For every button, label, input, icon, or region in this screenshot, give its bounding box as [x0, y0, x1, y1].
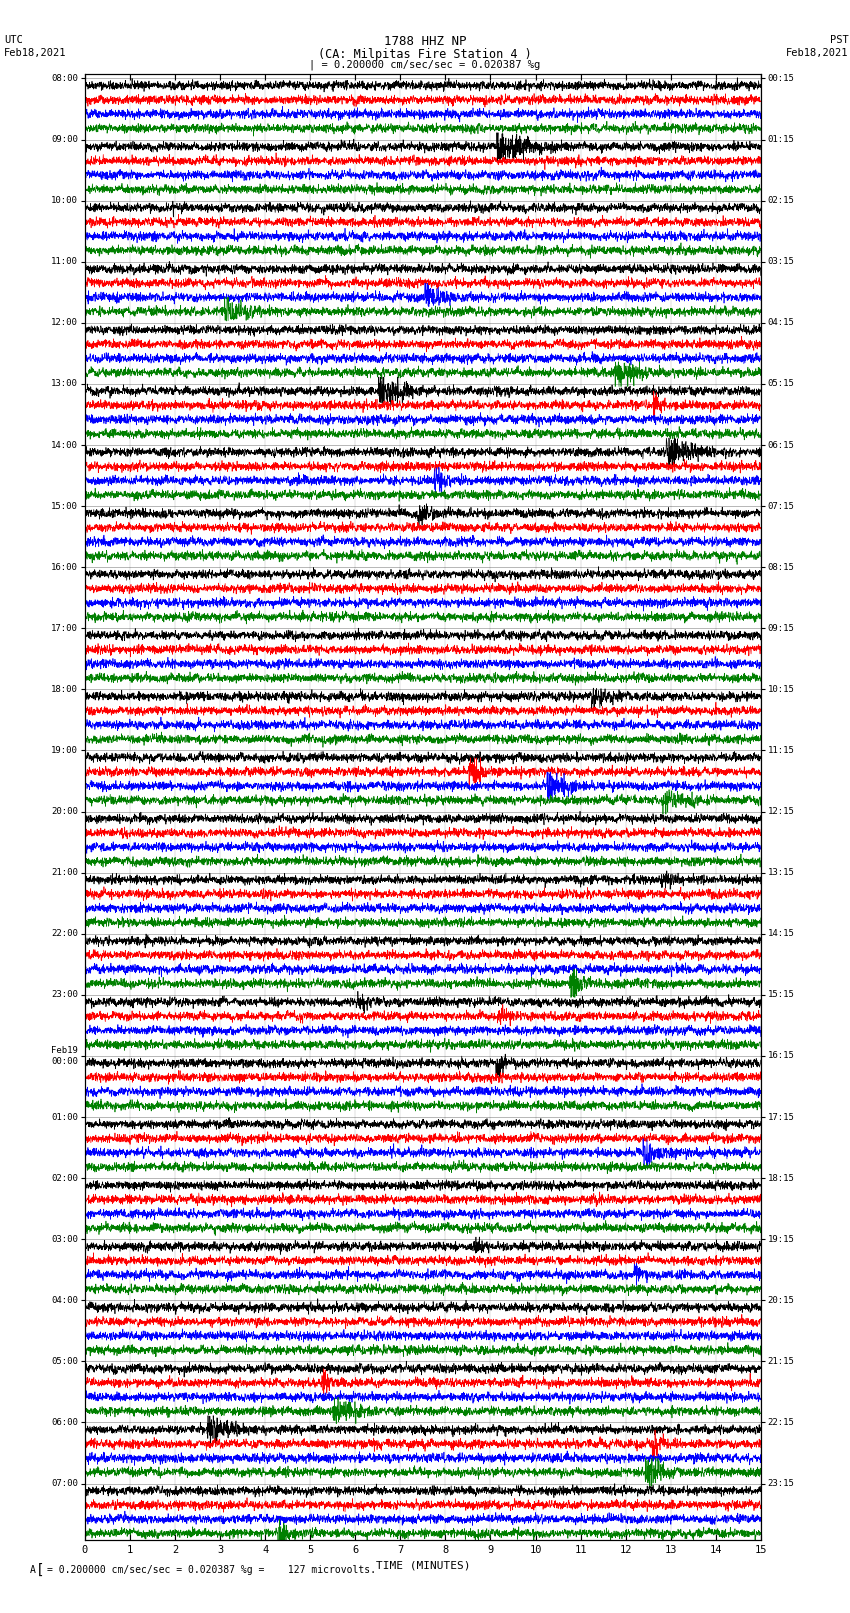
Text: A: A	[30, 1565, 36, 1574]
X-axis label: TIME (MINUTES): TIME (MINUTES)	[376, 1561, 470, 1571]
Text: UTC: UTC	[4, 35, 23, 45]
Text: Feb18,2021: Feb18,2021	[785, 48, 848, 58]
Text: = 0.200000 cm/sec/sec = 0.020387 %g =    127 microvolts.: = 0.200000 cm/sec/sec = 0.020387 %g = 12…	[47, 1565, 376, 1574]
Text: PST: PST	[830, 35, 848, 45]
Text: [: [	[36, 1563, 44, 1578]
Text: (CA: Milpitas Fire Station 4 ): (CA: Milpitas Fire Station 4 )	[318, 48, 532, 61]
Text: 1788 HHZ NP: 1788 HHZ NP	[383, 35, 467, 48]
Text: Feb18,2021: Feb18,2021	[4, 48, 67, 58]
Text: | = 0.200000 cm/sec/sec = 0.020387 %g: | = 0.200000 cm/sec/sec = 0.020387 %g	[309, 60, 541, 71]
